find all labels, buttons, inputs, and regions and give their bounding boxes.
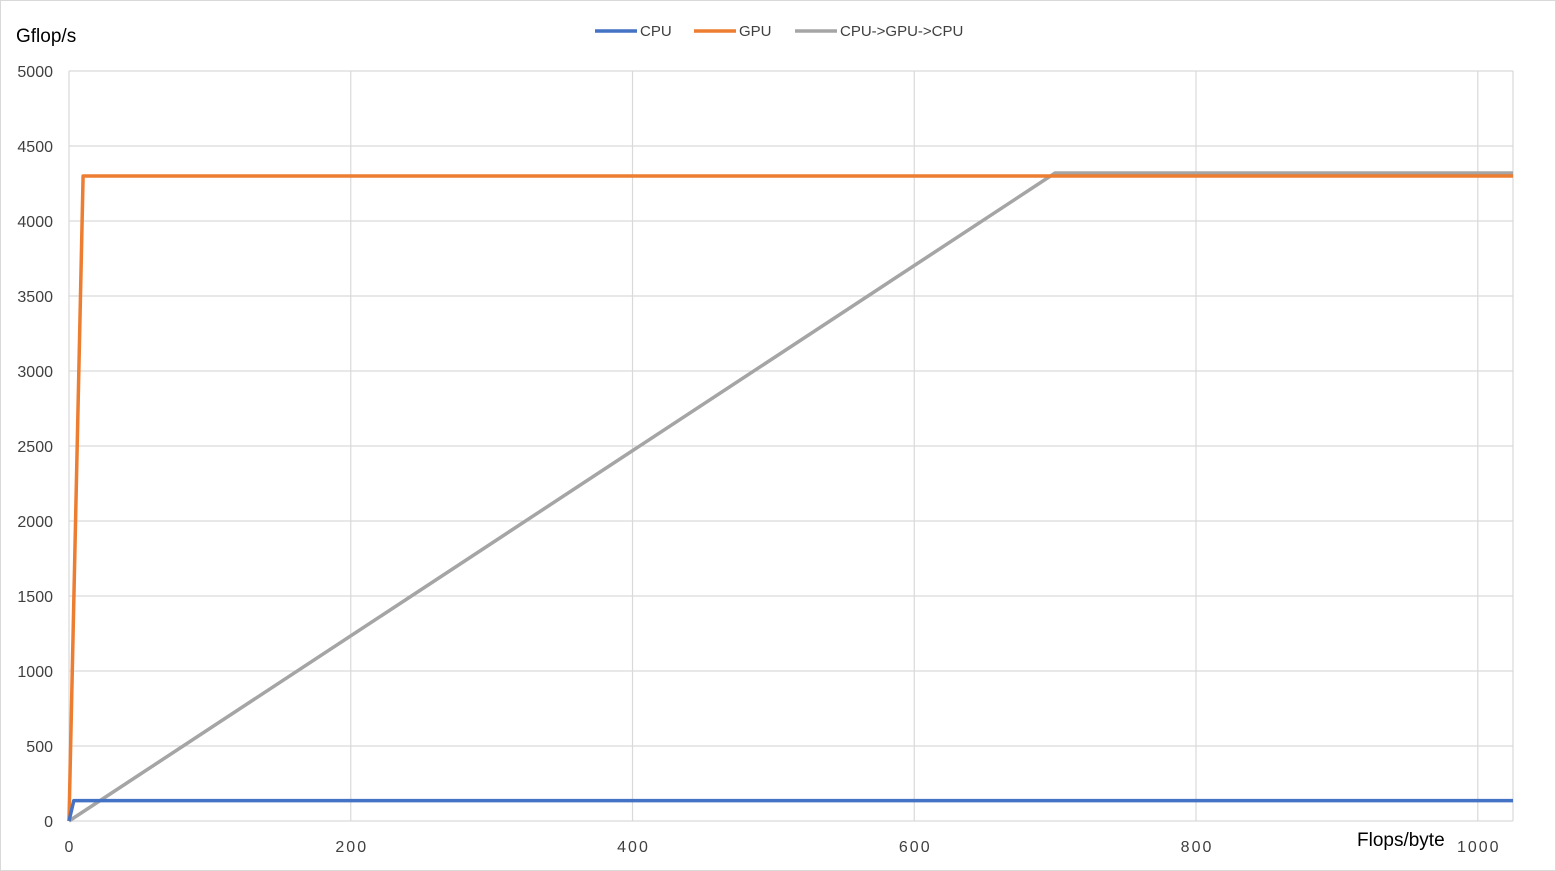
x-tick-label: 1000 — [1457, 839, 1501, 856]
y-tick-label: 2500 — [17, 439, 53, 456]
x-tick-label: 400 — [617, 839, 650, 856]
y-tick-labels: 0 500 1000 1500 2000 2500 3000 3500 4000 4500 5000 — [17, 64, 53, 831]
y-tick-label: 3000 — [17, 364, 53, 381]
y-tick-label: 1000 — [17, 664, 53, 681]
y-tick-label: 1500 — [17, 589, 53, 606]
y-tick-label: 4500 — [17, 139, 53, 156]
x-tick-label: 200 — [335, 839, 368, 856]
series-line-cpu-gpu-cpu — [68, 171, 1513, 823]
y-tick-label: 2000 — [17, 514, 53, 531]
series-line-cpu — [67, 798, 1513, 822]
legend-label: GPU — [739, 23, 772, 40]
legend-label: CPU — [640, 23, 672, 40]
x-tick-label: 800 — [1181, 839, 1214, 856]
y-tick-label: 0 — [44, 814, 53, 831]
series-line-gpu — [67, 174, 1513, 822]
x-tick-labels: 0 200 400 600 800 1000 — [65, 839, 1501, 856]
y-axis-title: Gflop/s — [16, 26, 76, 47]
gridlines — [68, 70, 1514, 822]
y-tick-label: 5000 — [17, 64, 53, 81]
x-tick-label: 0 — [65, 839, 76, 856]
x-tick-label: 600 — [899, 839, 932, 856]
y-tick-label: 500 — [26, 739, 53, 756]
x-axis-title: Flops/byte — [1357, 830, 1445, 851]
y-tick-label: 4000 — [17, 214, 53, 231]
y-tick-label: 3500 — [17, 289, 53, 306]
legend: CPU GPU CPU->GPU->CPU — [595, 23, 963, 40]
series-lines — [67, 171, 1513, 823]
legend-label: CPU->GPU->CPU — [840, 23, 963, 40]
